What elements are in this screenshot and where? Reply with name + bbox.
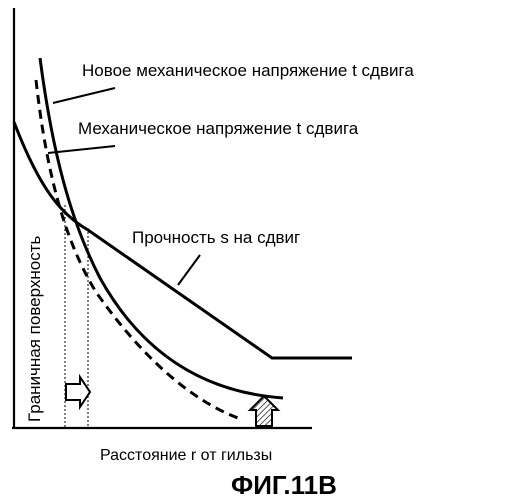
figure-title: ФИГ.11B bbox=[231, 470, 337, 500]
y-axis-label: Граничная поверхность bbox=[25, 235, 44, 422]
label-new-shear-stress: Новое механическое напряжение t сдвига bbox=[82, 61, 414, 80]
leader-shear-stress bbox=[48, 146, 115, 153]
label-shear-stress: Механическое напряжение t сдвига bbox=[78, 119, 359, 138]
leader-shear-strength bbox=[178, 255, 200, 285]
label-shear-strength: Прочность s на сдвиг bbox=[132, 228, 300, 247]
x-axis-label: Расстояние r от гильзы bbox=[100, 447, 272, 464]
leader-new-shear-stress bbox=[53, 88, 115, 103]
shift-arrow-up-icon bbox=[250, 396, 278, 426]
shift-arrow-right-icon bbox=[66, 377, 90, 407]
